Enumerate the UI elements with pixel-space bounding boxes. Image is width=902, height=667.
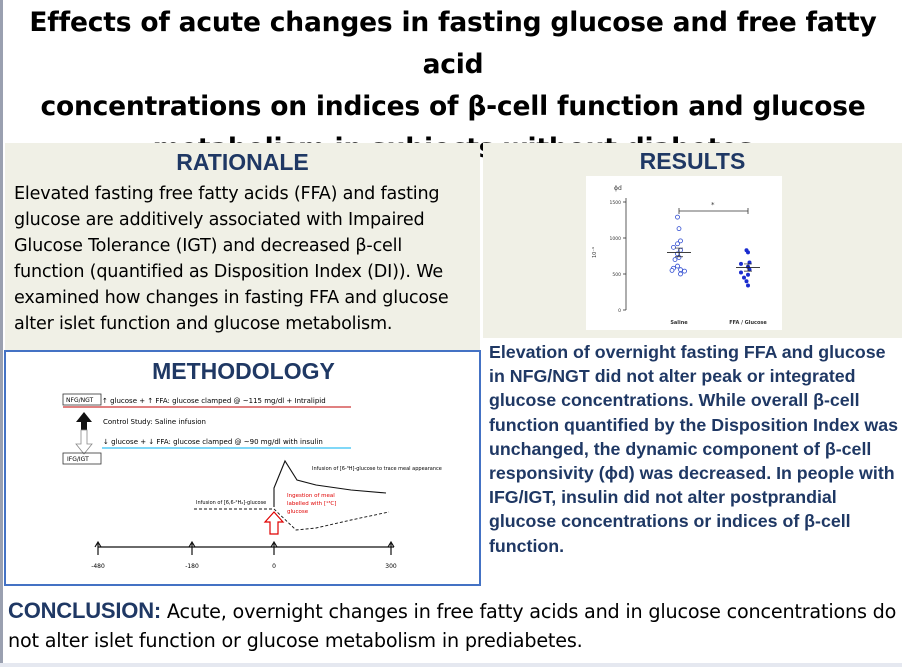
data-point	[739, 261, 743, 266]
control-study-label: Control Study: Saline infusion	[103, 418, 206, 426]
meal-ingestion-arrow-icon	[263, 511, 285, 535]
timeline-arrow-icon	[188, 540, 196, 555]
phi-d-scatter-plot: ϕd 10⁻⁹ 1500 1000 500 0 * Saline FFA / Gluc…	[592, 185, 767, 326]
meal-label-line-3: glucose	[287, 509, 309, 515]
title-line-1: Effects of acute changes in fasting gluc…	[29, 7, 877, 80]
timeline-arrow-icon	[94, 540, 102, 555]
data-point	[747, 267, 752, 272]
lowered-glucose-ffa-label: ↓ glucose + ↓ FFA: glucose clamped @ ~90…	[103, 438, 323, 446]
results-heading: RESULTS	[639, 148, 746, 174]
nfg-ngt-label: NFG/NGT	[66, 397, 94, 404]
data-point	[746, 272, 750, 277]
data-point	[678, 267, 683, 273]
left-border	[0, 0, 3, 667]
up-arrow-icon	[76, 412, 92, 436]
x-tick-ffa-glucose: FFA / Glucose	[729, 320, 767, 326]
data-point	[675, 214, 680, 220]
methodology-heading: METHODOLOGY	[152, 358, 335, 384]
ifg-igt-label: IFG/IGT	[67, 456, 89, 463]
ifg-igt-box	[62, 452, 102, 465]
bottom-border	[0, 663, 902, 667]
y-tick-label: 500	[612, 272, 621, 278]
data-point	[671, 244, 676, 250]
y-tick-label: 0	[618, 308, 621, 314]
meal-label-line-1: Ingestion of meal	[287, 493, 335, 499]
methodology-panel: METHODOLOGY NFG/NGT ↑ glucose + ↑ FFA: g…	[4, 350, 481, 586]
timeline-tick-label: 0	[272, 563, 276, 570]
conclusion-block: CONCLUSION: Acute, overnight changes in …	[8, 596, 898, 655]
chart-y-ticks: 1500 1000 500 0	[610, 200, 626, 314]
labelled-glucose-infusion-label: Infusion of [6,6-²H₂]-glucose	[196, 500, 266, 506]
data-point	[746, 283, 750, 288]
chart-means	[667, 247, 760, 272]
data-point	[744, 279, 749, 284]
sem-error-bar	[744, 263, 752, 272]
results-chart: ϕd 10⁻⁹ 1500 1000 500 0 * Saline FFA / Gluc…	[586, 176, 782, 330]
data-point	[682, 268, 687, 274]
data-point	[672, 257, 678, 262]
data-point	[675, 241, 680, 247]
sem-error-bar	[675, 247, 683, 258]
meal-label-line-2: labelled with [¹³C]	[287, 500, 336, 507]
chart-title: ϕd	[614, 185, 622, 192]
data-point	[678, 271, 683, 277]
tracer-curve	[273, 459, 387, 507]
data-point	[678, 238, 683, 244]
rationale-panel: RATIONALE Elevated fasting free fatty ac…	[5, 143, 480, 350]
timeline-tick-label: -180	[185, 563, 199, 570]
post-meal-infusion-curve	[273, 508, 390, 531]
conclusion-label: CONCLUSION:	[8, 598, 162, 623]
data-point	[746, 250, 750, 255]
y-tick-label: 1500	[610, 200, 622, 206]
data-point	[747, 260, 752, 265]
data-point	[742, 275, 746, 280]
rationale-heading: RATIONALE	[176, 149, 309, 175]
down-arrow-icon	[75, 429, 93, 455]
title-line-2: concentrations on indices of β-cell func…	[40, 91, 866, 122]
timeline-tick-label: 300	[385, 563, 397, 570]
raised-glucose-ffa-label: ↑ glucose + ↑ FFA: glucose clamped @ ~11…	[102, 397, 326, 405]
rationale-text: Elevated fasting free fatty acids (FFA) …	[14, 184, 449, 334]
data-point	[669, 268, 675, 273]
x-tick-saline: Saline	[670, 320, 688, 326]
tracer-infusion-label: Infusion of [6-³H]-glucose to trace meal…	[312, 466, 442, 472]
conclusion-text: Acute, overnight changes in free fatty a…	[8, 600, 897, 652]
timeline-arrow-icon	[270, 540, 278, 555]
nfg-ngt-box	[62, 393, 102, 406]
chart-y-label: 10⁻⁹	[592, 247, 598, 258]
data-point	[675, 263, 680, 269]
significance-star: *	[711, 201, 715, 209]
data-point	[676, 226, 682, 232]
study-design-diagram: NFG/NGT ↑ glucose + ↑ FFA: glucose clamp…	[62, 393, 442, 570]
results-text: Elevation of overnight fasting FFA and g…	[489, 342, 898, 556]
data-point	[739, 270, 743, 275]
timeline-arrow-icon	[387, 540, 395, 555]
chart-points	[669, 214, 752, 288]
timeline-tick-label: -480	[91, 563, 105, 570]
y-tick-label: 1000	[610, 236, 622, 242]
